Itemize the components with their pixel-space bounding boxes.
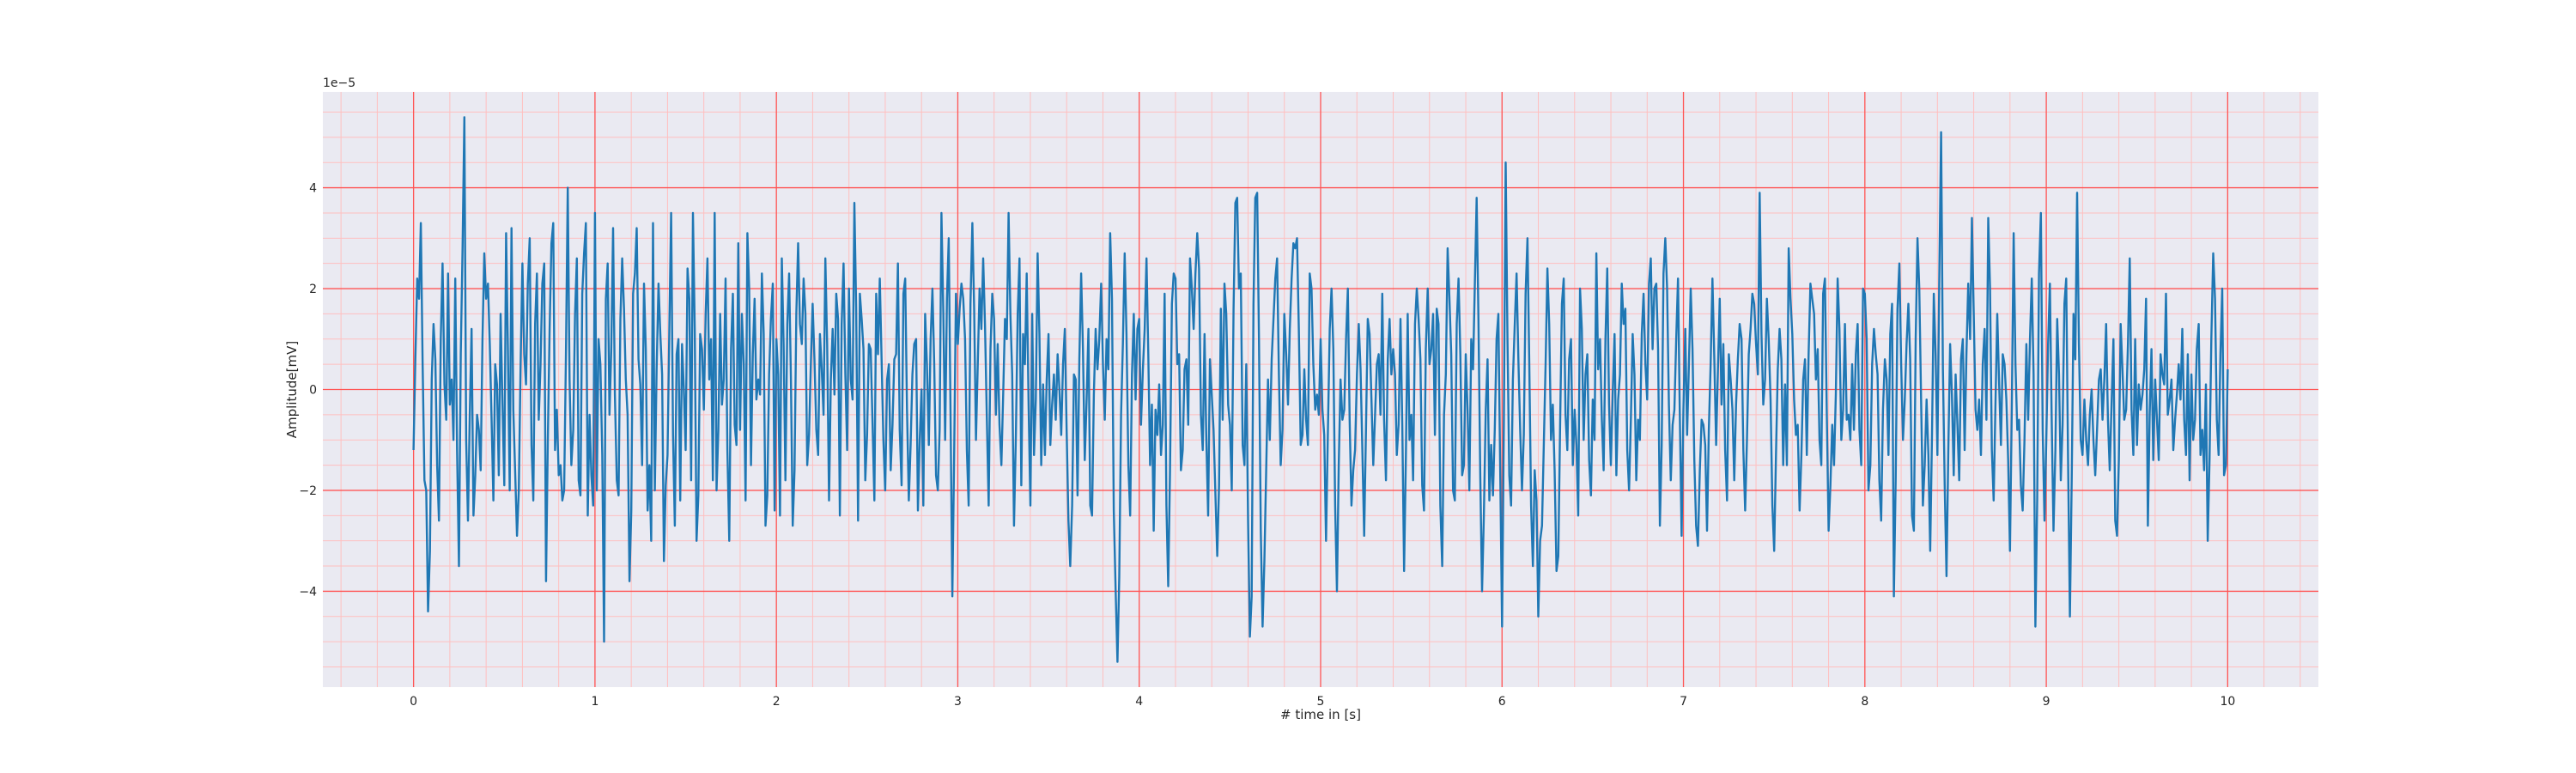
x-tick-label: 8 — [1861, 695, 1868, 709]
x-tick-label: 7 — [1680, 695, 1687, 709]
y-tick-label: 4 — [309, 182, 317, 196]
x-axis-label: # time in [s] — [1280, 707, 1361, 722]
x-tick-label: 1 — [591, 695, 598, 709]
y-tick-label: 2 — [309, 283, 317, 296]
y-tick-label: −2 — [299, 484, 317, 498]
x-tick-label: 2 — [773, 695, 781, 709]
series-line — [412, 116, 2229, 663]
y-tick-label: 0 — [309, 384, 317, 398]
y-tick-labels: −4 −2 0 2 4 — [299, 182, 317, 600]
x-tick-label: 10 — [2220, 695, 2235, 709]
x-tick-label: 0 — [410, 695, 417, 709]
x-tick-labels: 0 1 2 3 4 5 6 7 8 9 10 — [410, 695, 2235, 709]
y-axis-label: Amplitude[mV] — [284, 341, 300, 438]
x-tick-label: 3 — [954, 695, 962, 709]
y-offset-label: 1e−5 — [323, 76, 355, 90]
x-tick-label: 9 — [2043, 695, 2050, 709]
y-tick-label: −4 — [299, 585, 317, 599]
x-tick-label: 6 — [1498, 695, 1506, 709]
x-tick-label: 5 — [1317, 695, 1325, 709]
x-tick-label: 4 — [1135, 695, 1143, 709]
